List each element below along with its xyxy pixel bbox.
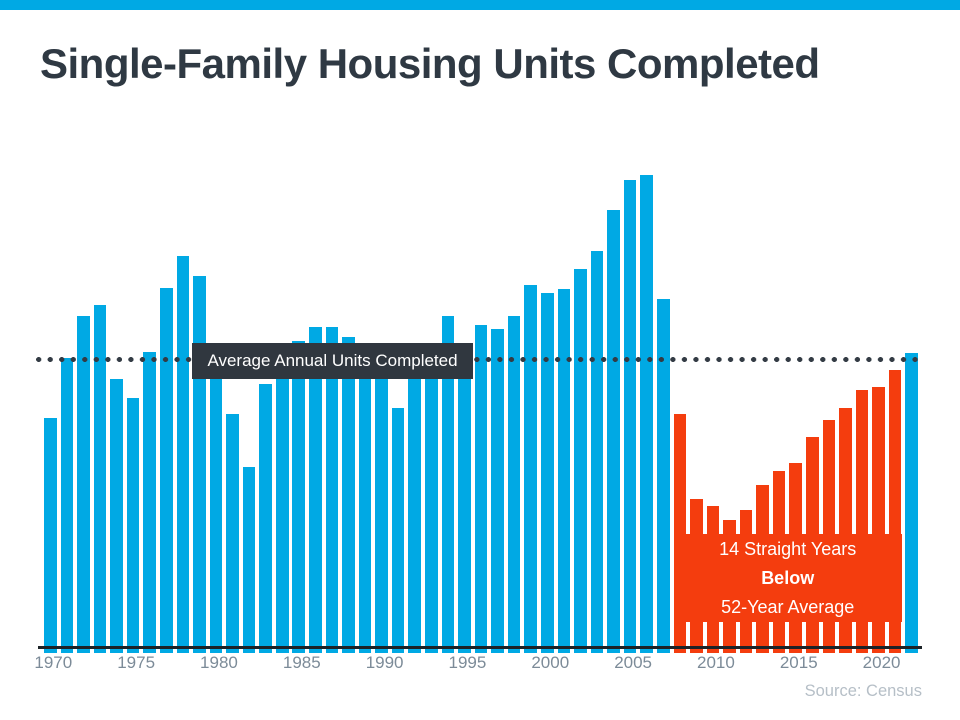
bar-1995 xyxy=(458,342,471,654)
bar-1992 xyxy=(408,372,422,654)
average-line-label: Average Annual Units Completed xyxy=(207,350,458,370)
annotation-line-1: 14 Straight Years xyxy=(719,539,857,559)
below-average-annotation: 14 Straight Years Below 52-Year Average xyxy=(673,534,902,622)
top-accent-bar xyxy=(0,0,960,10)
bar-1973 xyxy=(93,305,107,654)
annotation-line-2: Below xyxy=(761,567,815,588)
average-dotted-line xyxy=(36,356,920,363)
x-tick-2010: 2010 xyxy=(697,653,735,672)
x-tick-1995: 1995 xyxy=(448,653,487,672)
x-tick-2005: 2005 xyxy=(614,653,653,672)
x-tick-1980: 1980 xyxy=(200,653,238,672)
bar-1980 xyxy=(209,374,223,654)
bar-2000 xyxy=(540,292,554,654)
bar-1998 xyxy=(507,316,521,654)
bar-1997 xyxy=(491,328,504,654)
bar-2003 xyxy=(590,251,604,654)
bar-2022 xyxy=(905,353,919,654)
bar-1985 xyxy=(292,341,306,654)
bar-1987 xyxy=(325,326,339,654)
bar-1978 xyxy=(176,256,190,654)
bar-2004 xyxy=(607,209,620,654)
average-line-label-box: Average Annual Units Completed xyxy=(192,343,473,379)
bar-1990 xyxy=(375,371,388,654)
bar-2006 xyxy=(640,174,653,654)
bar-1989 xyxy=(358,354,372,654)
annotation-line-3: 52-Year Average xyxy=(721,596,855,617)
bar-1991 xyxy=(391,408,405,654)
bar-1982 xyxy=(242,467,256,654)
bar-1983 xyxy=(259,383,272,654)
bar-1977 xyxy=(159,287,173,654)
bar-2001 xyxy=(557,288,571,654)
bar-1988 xyxy=(342,337,355,654)
bar-1994 xyxy=(441,316,455,654)
bar-1979 xyxy=(193,275,206,654)
bar-2005 xyxy=(623,179,637,654)
bar-1970 xyxy=(44,418,57,654)
bar-1972 xyxy=(77,316,90,654)
bar-1999 xyxy=(524,284,537,654)
bar-1993 xyxy=(425,350,438,654)
x-axis-line xyxy=(38,645,922,649)
x-tick-1985: 1985 xyxy=(282,653,321,672)
bar-1974 xyxy=(110,378,123,654)
bar-2002 xyxy=(574,268,587,654)
x-tick-1975: 1975 xyxy=(117,653,156,672)
bar-1981 xyxy=(226,413,239,654)
bar-2007 xyxy=(656,299,670,654)
x-tick-1970: 1970 xyxy=(34,653,73,672)
x-tick-2015: 2015 xyxy=(779,653,818,672)
bar-1976 xyxy=(143,352,156,654)
bar-1975 xyxy=(126,397,140,654)
page-title: Single-Family Housing Units Completed xyxy=(40,40,820,87)
bar-1986 xyxy=(309,327,322,654)
x-tick-2000: 2000 xyxy=(531,653,570,672)
bar-1996 xyxy=(474,324,488,654)
bar-1971 xyxy=(60,357,74,654)
x-tick-2020: 2020 xyxy=(862,653,901,672)
bar-1984 xyxy=(275,354,289,654)
source-note: Source: Census xyxy=(804,682,922,700)
x-tick-1990: 1990 xyxy=(365,653,404,672)
